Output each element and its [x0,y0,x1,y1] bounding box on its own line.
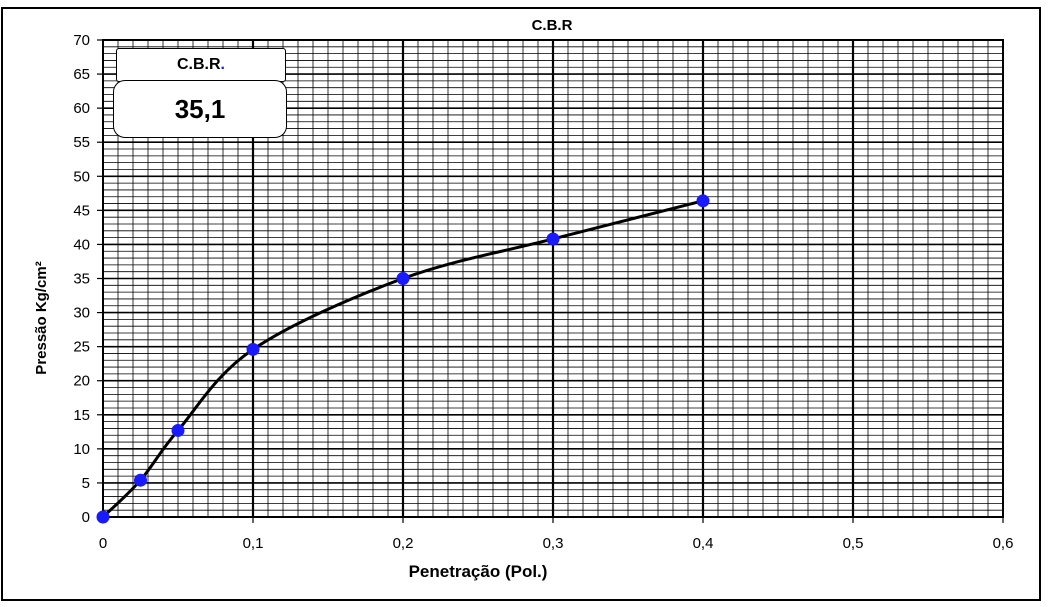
y-tick-label: 50 [73,168,90,185]
x-tick-label: 0,2 [393,535,414,552]
y-tick-label: 35 [73,271,90,288]
y-tick-label: 30 [73,305,90,322]
y-tick-label: 40 [73,236,90,253]
y-tick-label: 55 [73,134,90,151]
x-axis-ticks: 0 0,1 0,2 0,3 0,4 0,5 0,6 [99,517,1014,552]
data-point [696,194,710,208]
cbr-value-box: 35,1 [113,80,287,138]
cbr-label: C.B.R [176,56,221,73]
y-tick-label: 65 [73,66,90,83]
data-point [171,423,185,437]
x-tick-label: 0,1 [243,535,264,552]
x-tick-label: 0 [99,535,107,552]
data-point [546,232,560,246]
cbr-label-box: C.B.R. [116,48,286,82]
y-tick-label: 20 [73,373,90,390]
data-point [96,510,110,524]
x-axis-label: Penetração (Pol.) [409,562,548,581]
x-tick-label: 0,5 [843,535,864,552]
x-tick-label: 0,4 [693,535,714,552]
cbr-label-dot: . [220,56,225,73]
y-tick-label: 60 [73,100,90,117]
y-axis-ticks: 0 5 10 15 20 25 30 35 40 45 50 55 60 65 70 [73,32,103,526]
x-tick-label: 0,6 [993,535,1014,552]
y-tick-label: 15 [73,407,90,424]
y-tick-label: 10 [73,441,90,458]
data-point [396,272,410,285]
x-tick-label: 0,3 [543,535,564,552]
y-tick-label: 70 [73,32,90,49]
data-point [134,473,147,487]
y-tick-label: 25 [73,339,90,356]
chart-title: C.B.R [532,17,573,34]
y-tick-label: 45 [73,202,90,219]
series-line [101,199,704,519]
y-axis-label: Pressão Kg/cm² [33,261,50,374]
y-tick-label: 0 [82,509,90,526]
y-tick-label: 5 [82,475,90,492]
data-points [96,194,710,524]
data-point [246,342,260,356]
cbr-value: 35,1 [174,93,226,124]
